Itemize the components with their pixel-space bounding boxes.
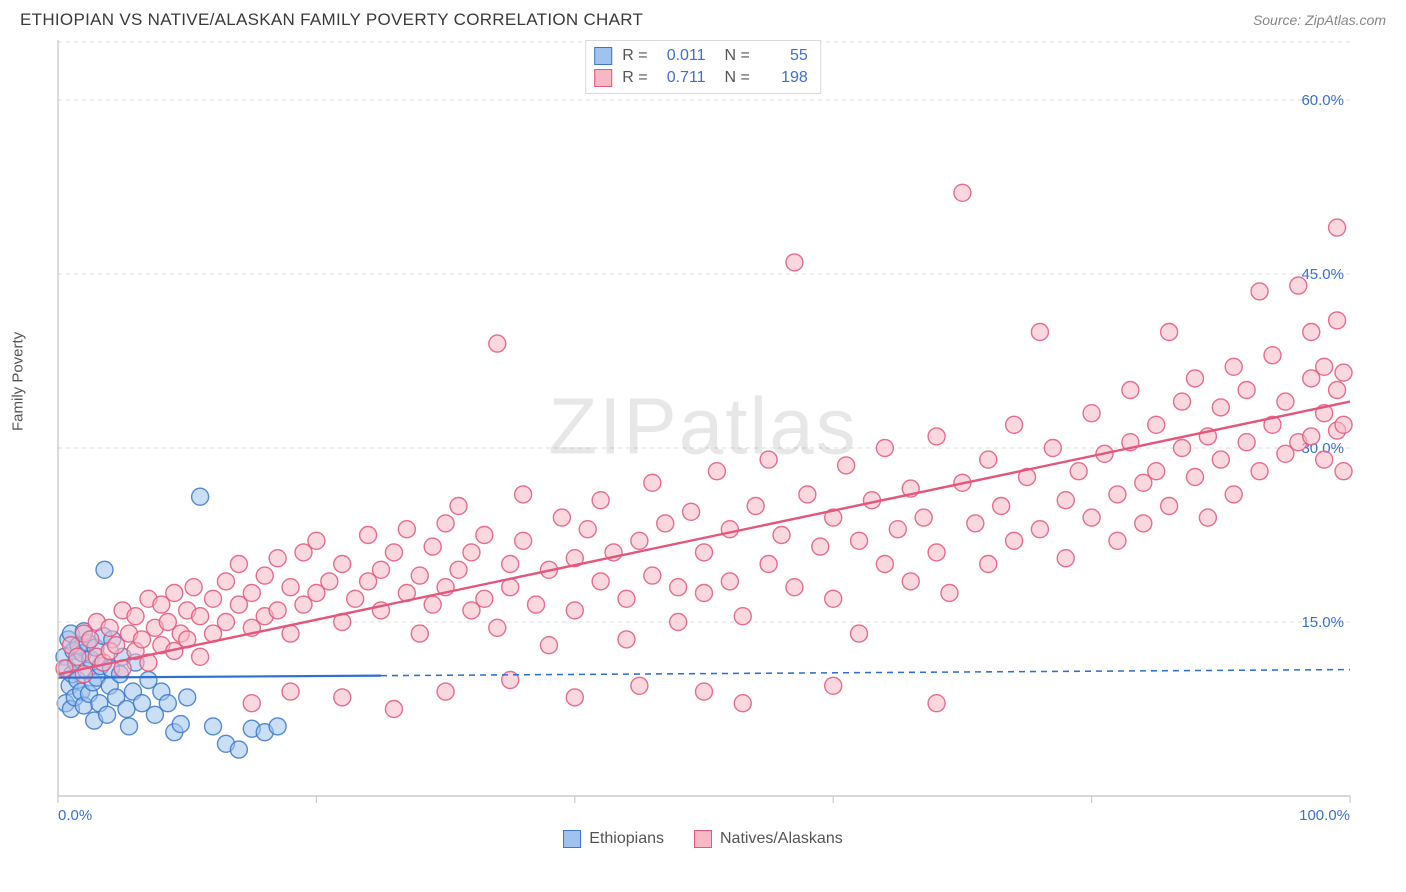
svg-text:45.0%: 45.0% [1301, 266, 1344, 283]
legend-label: Ethiopians [589, 830, 664, 848]
legend-swatch [594, 47, 612, 65]
svg-text:15.0%: 15.0% [1301, 614, 1344, 631]
chart-title: ETHIOPIAN VS NATIVE/ALASKAN FAMILY POVER… [20, 10, 643, 30]
series-legend: Ethiopians Natives/Alaskans [0, 826, 1406, 848]
legend-label: Natives/Alaskans [720, 830, 843, 848]
chart-area: Family Poverty 15.0%30.0%45.0%60.0%0.0%1… [20, 36, 1386, 826]
legend-swatch [694, 830, 712, 848]
legend-row: R = 0.011 N = 55 [594, 45, 808, 67]
legend-item: Natives/Alaskans [694, 830, 843, 848]
svg-text:100.0%: 100.0% [1299, 807, 1350, 824]
legend-item: Ethiopians [563, 830, 664, 848]
svg-text:60.0%: 60.0% [1301, 92, 1344, 109]
legend-swatch [594, 69, 612, 87]
scatter-chart: 15.0%30.0%45.0%60.0%0.0%100.0% [20, 36, 1360, 826]
chart-header: ETHIOPIAN VS NATIVE/ALASKAN FAMILY POVER… [0, 0, 1406, 36]
chart-source: Source: ZipAtlas.com [1253, 12, 1386, 28]
svg-text:0.0%: 0.0% [58, 807, 92, 824]
correlation-legend: R = 0.011 N = 55R = 0.711 N = 198 [585, 40, 821, 94]
legend-swatch [563, 830, 581, 848]
y-axis-label: Family Poverty [10, 332, 27, 431]
legend-row: R = 0.711 N = 198 [594, 67, 808, 89]
